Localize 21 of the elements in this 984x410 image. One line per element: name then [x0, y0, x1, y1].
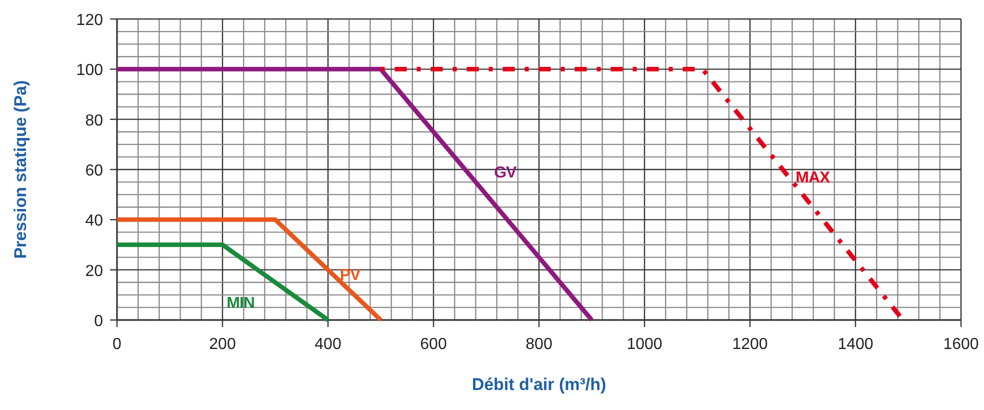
- x-tick-label: 1000: [626, 336, 662, 353]
- x-axis-title: Débit d'air (m³/h): [472, 375, 606, 394]
- x-tick-label: 400: [314, 336, 342, 353]
- x-tick-label: 200: [209, 336, 236, 353]
- x-tick-label: 0: [112, 336, 122, 353]
- y-tick-label: 80: [85, 112, 104, 130]
- x-tick-label: 1400: [838, 336, 874, 353]
- x-tick-label: 1200: [732, 336, 768, 353]
- y-tick-label: 0: [94, 313, 104, 330]
- series-label: MIN: [226, 295, 254, 312]
- y-tick-label: 120: [76, 12, 104, 29]
- y-tick-label: 20: [85, 262, 104, 280]
- x-tick-label: 1600: [943, 336, 979, 353]
- y-axis-title: Pression statique (Pa): [11, 80, 30, 259]
- x-tick-label: 800: [526, 336, 552, 353]
- x-tick-label: 600: [420, 336, 447, 353]
- series-label: PV: [340, 266, 361, 284]
- y-tick-label: 100: [76, 62, 104, 80]
- y-tick-label: 40: [85, 212, 104, 230]
- y-tick-label: 60: [85, 162, 104, 180]
- series-label: MAX: [796, 170, 831, 187]
